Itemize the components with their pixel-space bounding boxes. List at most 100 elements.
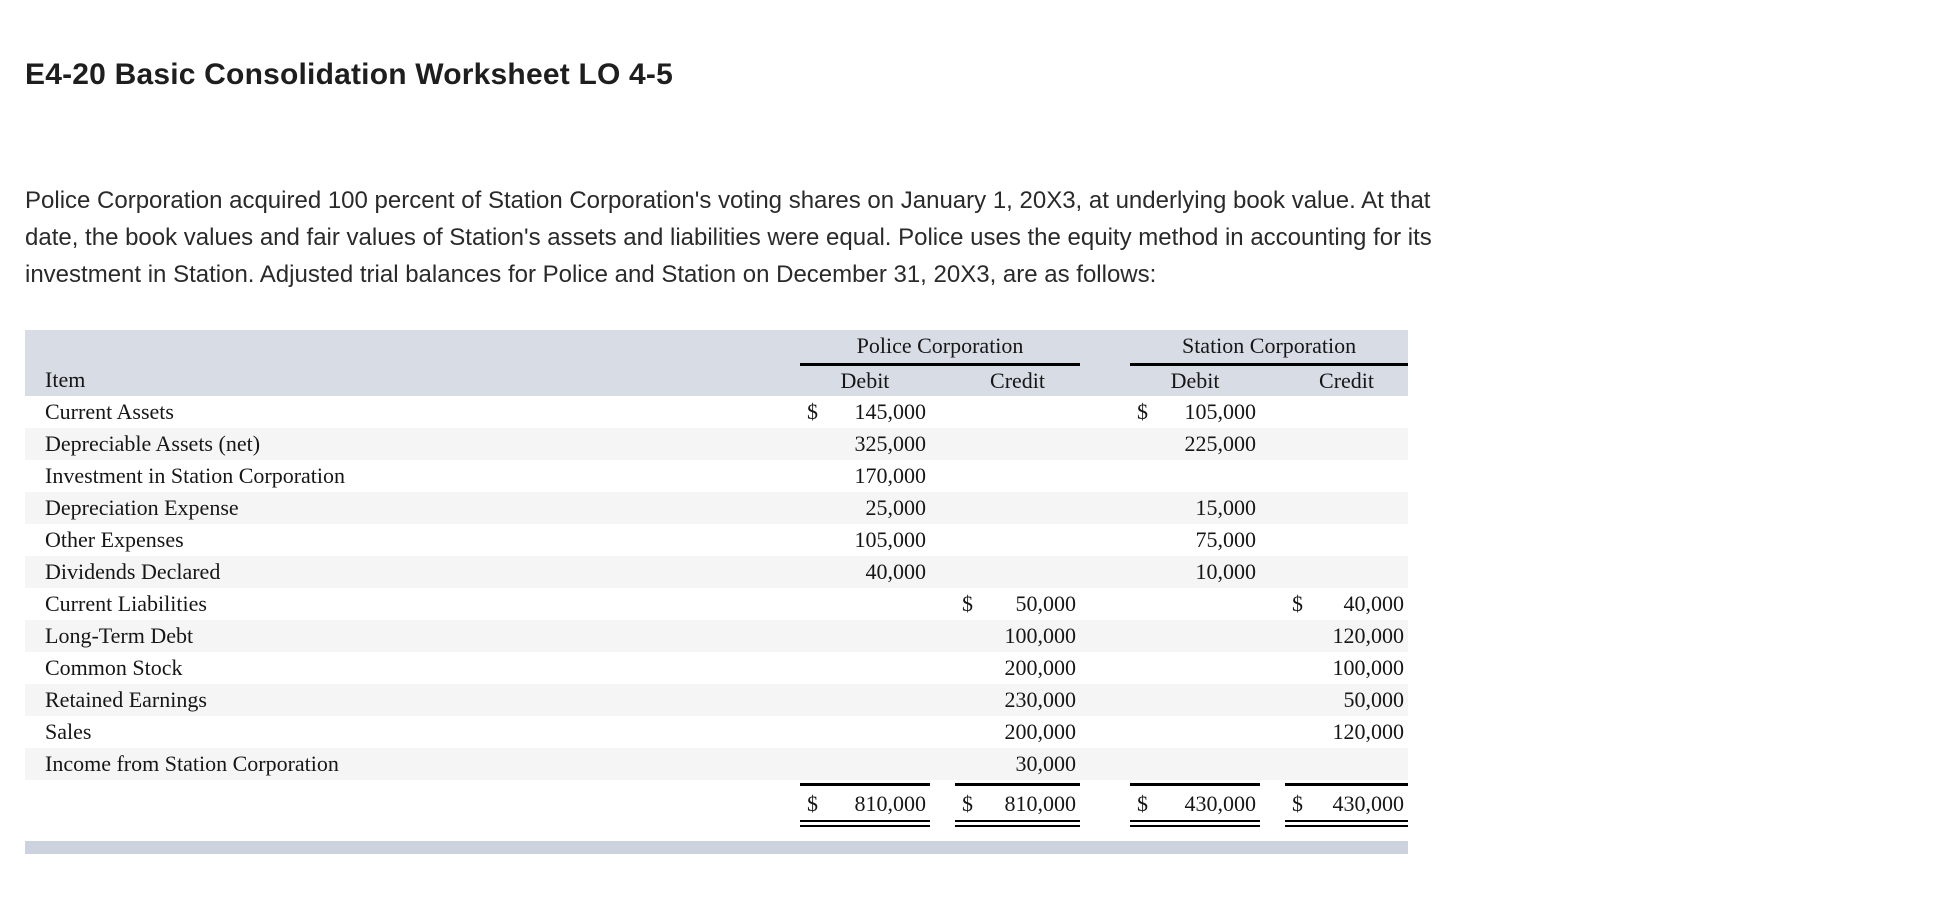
table-row: Current Liabilities $50,000 $40,000 [25,588,1408,620]
amount-cell: 200,000 [955,716,1080,748]
amount-cell [800,620,930,652]
amount-value: 40,000 [1343,591,1405,616]
intro-line: investment in Station. Adjusted trial ba… [25,261,1157,288]
spacer-cell [1260,748,1285,780]
table-row: Other Expenses 105,000 75,000 [25,524,1408,556]
spacer-cell [1260,556,1285,588]
amount-value: 30,000 [1015,751,1077,776]
amount-value: 430,000 [1332,791,1405,816]
spacer-cell [1260,684,1285,716]
amount-cell [955,460,1080,492]
spacer-cell [930,780,955,832]
intro-line: date, the book values and fair values of… [25,224,1432,251]
spacer-cell [1080,620,1130,652]
station-debit-header: Debit [1170,367,1220,393]
spacer-cell [1260,620,1285,652]
amount-cell [1130,588,1260,620]
page-title: E4-20 Basic Consolidation Worksheet LO 4… [25,58,674,91]
amount-cell [1285,428,1408,460]
spacer-cell [1080,716,1130,748]
amount-cell: 40,000 [800,556,930,588]
spacer-cell [930,524,955,556]
table-row: Investment in Station Corporation 170,00… [25,460,1408,492]
dollar-sign: $ [1292,791,1304,816]
amount-cell: 100,000 [955,620,1080,652]
table-row: Retained Earnings 230,000 50,000 [25,684,1409,716]
amount-cell [1285,492,1408,524]
trial-balance-section: Police Corporation Station Corporation I… [25,330,1409,854]
item-cell: Income from Station Corporation [45,751,339,776]
police-credit-header: Credit [990,367,1046,393]
dollar-sign: $ [962,591,973,616]
spacer-cell [1260,460,1285,492]
amount-value: 325,000 [854,431,927,456]
amount-cell [1130,748,1260,780]
group-header-station: Station Corporation [1130,330,1409,366]
spacer-cell [1080,330,1130,364]
spacer-cell [930,492,955,524]
dollar-sign: $ [1137,791,1149,816]
dollar-sign: $ [807,791,818,816]
amount-cell: 325,000 [800,428,930,460]
total-cell: $430,000 [1130,780,1261,832]
amount-cell [1285,460,1408,492]
amount-value: 120,000 [1332,623,1405,648]
item-cell: Retained Earnings [45,687,207,712]
spacer-cell [930,556,955,588]
item-cell: Investment in Station Corporation [45,463,346,488]
station-credit-header: Credit [1319,367,1375,393]
amount-value: 145,000 [854,399,927,424]
spacer-cell [930,460,955,492]
amount-cell: 30,000 [955,748,1080,780]
amount-value: 105,000 [854,527,927,552]
spacer-cell [1260,428,1285,460]
amount-cell [955,396,1080,428]
spacer-cell [930,428,955,460]
table-footer-bar [25,841,1408,854]
amount-value: 225,000 [1184,431,1257,456]
dollar-sign: $ [1137,399,1149,424]
table-row: Dividends Declared 40,000 10,000 [25,556,1409,588]
amount-value: 105,000 [1184,399,1257,424]
spacer-cell [1260,588,1285,620]
spacer-cell [930,620,955,652]
item-cell: Current Liabilities [45,591,207,616]
spacer-cell [1080,556,1130,588]
amount-value: 810,000 [1004,791,1077,816]
amount-value: 40,000 [865,559,927,584]
item-cell: Current Assets [45,399,174,424]
amount-cell [1285,524,1408,556]
spacer-cell [1080,684,1130,716]
spacer-cell [25,780,800,832]
spacer-cell [1080,780,1131,832]
spacer-cell [1260,396,1285,428]
amount-cell [1285,556,1408,588]
dollar-sign: $ [807,399,818,424]
amount-cell [955,492,1080,524]
spacer-cell [1260,492,1285,524]
amount-cell [800,652,930,684]
amount-cell [1130,460,1260,492]
amount-cell: $105,000 [1130,396,1260,428]
spacer-cell [930,652,955,684]
amount-value: 170,000 [854,463,927,488]
spacer-cell [1080,748,1130,780]
totals-row: $810,000 $810,000 $430,000 $430,000 [25,780,1409,832]
column-header-row: Item Debit Credit Debit Credit [25,364,1409,396]
spacer-cell [1260,716,1285,748]
table-row: Income from Station Corporation 30,000 [25,748,1409,780]
group-header-row: Police Corporation Station Corporation [25,330,1409,366]
amount-value: 10,000 [1195,559,1257,584]
spacer-cell [1080,460,1130,492]
amount-cell [800,588,930,620]
item-cell: Depreciation Expense [45,495,239,520]
amount-cell: 50,000 [1285,684,1408,716]
amount-cell: 225,000 [1130,428,1260,460]
amount-value: 810,000 [854,791,927,816]
amount-cell: 230,000 [955,684,1080,716]
amount-value: 200,000 [1004,719,1077,744]
amount-value: 200,000 [1004,655,1077,680]
police-debit-header: Debit [840,367,890,393]
spacer-cell [1260,780,1286,832]
amount-cell: 10,000 [1130,556,1260,588]
